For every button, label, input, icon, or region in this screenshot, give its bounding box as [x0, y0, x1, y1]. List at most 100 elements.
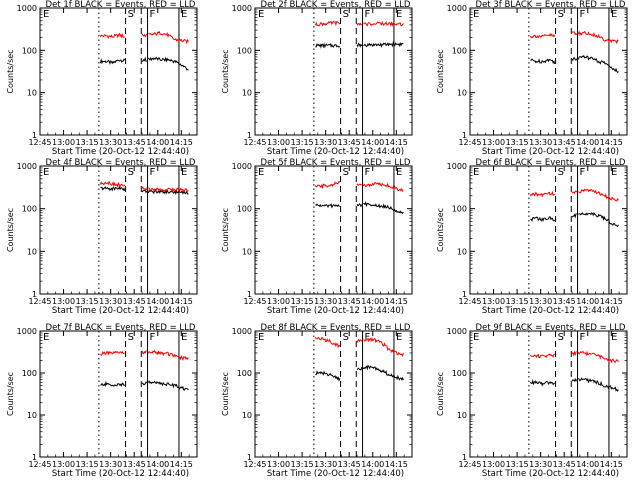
x-tick-label: 13:45: [123, 138, 146, 147]
detector-panel-4: Det 4f BLACK = Events, RED = LLD 1 10 100 10…: [6, 158, 198, 316]
detector-panel-9: Det 9f BLACK = Events, RED = LLD 1 10 100 10…: [436, 323, 628, 479]
lld-series-line: [99, 180, 126, 189]
x-tick-label: 13:15: [291, 297, 314, 306]
lld-series-line: [529, 190, 556, 198]
x-tick-label: 13:45: [123, 297, 146, 306]
x-tick-label: 12:45: [243, 460, 266, 469]
x-tick-label: 13:30: [529, 460, 552, 469]
y-tick-label: 10: [457, 247, 467, 256]
events-series-line: [362, 364, 404, 381]
y-tick-label: 1: [247, 290, 252, 299]
y-tick-label: 1: [32, 290, 37, 299]
x-tick-label: 13:00: [52, 297, 75, 306]
x-tick-label: 13:30: [314, 138, 337, 147]
marker-label: F: [150, 332, 156, 343]
x-tick-label: 14:00: [146, 138, 169, 147]
x-tick-label: 14:15: [170, 460, 193, 469]
x-tick-label: 13:15: [291, 460, 314, 469]
lld-series-line: [141, 33, 148, 38]
events-series-line: [315, 42, 341, 49]
events-series-line: [141, 381, 148, 386]
y-tick-label: 1000: [447, 327, 467, 336]
events-series-line: [356, 42, 363, 48]
events-series-line: [141, 56, 147, 62]
lld-series-line: [314, 20, 341, 27]
lld-series-line: [362, 181, 404, 192]
y-axis-label: Counts/sec: [6, 49, 15, 93]
x-tick-label: 13:00: [267, 138, 290, 147]
plot-frame: [254, 7, 413, 136]
events-series-line: [529, 378, 556, 387]
y-tick-label: 10: [242, 89, 252, 98]
marker-label: S: [343, 167, 349, 178]
x-tick-label: 13:00: [482, 460, 505, 469]
events-series-line: [530, 216, 556, 222]
y-axis-label: Counts/sec: [436, 208, 445, 252]
x-axis-label: Start Time (20-Oct-12 12:44:40): [482, 469, 619, 479]
lld-series-line: [356, 22, 363, 26]
x-tick-label: 14:00: [361, 138, 384, 147]
x-tick-label: 14:00: [576, 138, 599, 147]
x-tick-label: 13:45: [338, 460, 361, 469]
events-series-line: [100, 380, 126, 387]
x-tick-label: 13:15: [76, 297, 99, 306]
events-series-line: [530, 58, 556, 65]
y-tick-label: 1000: [232, 162, 252, 171]
lld-series-line: [147, 349, 189, 362]
marker-label: E: [43, 332, 49, 343]
y-tick-label: 10: [457, 89, 467, 98]
marker-label: E: [181, 9, 187, 20]
y-tick-label: 1000: [447, 4, 467, 13]
x-tick-label: 14:00: [361, 297, 384, 306]
detector-panel-7: Det 7f BLACK = Events, RED = LLD 1 10 100 10…: [6, 323, 198, 479]
x-axis-label: Start Time (20-Oct-12 12:44:40): [482, 147, 619, 157]
marker-label: S: [128, 167, 134, 178]
events-series-line: [577, 377, 619, 392]
x-tick-label: 12:45: [243, 297, 266, 306]
lld-series-line: [529, 33, 556, 39]
x-tick-label: 13:30: [314, 297, 337, 306]
y-tick-label: 1000: [17, 4, 37, 13]
marker-label: S: [128, 9, 134, 20]
detector-panel-5: Det 5f BLACK = Events, RED = LLD 1 10 100 10…: [221, 158, 413, 316]
y-tick-label: 100: [452, 46, 467, 55]
marker-label: E: [473, 167, 479, 178]
y-axis-label: Counts/sec: [436, 49, 445, 93]
x-tick-label: 13:15: [506, 460, 529, 469]
marker-label: E: [43, 167, 49, 178]
y-tick-label: 10: [242, 247, 252, 256]
x-tick-label: 12:45: [458, 138, 481, 147]
x-tick-label: 13:00: [267, 297, 290, 306]
plot-frame: [254, 330, 413, 458]
y-tick-label: 1: [462, 131, 467, 140]
y-tick-label: 100: [452, 369, 467, 378]
lld-series-line: [141, 186, 148, 191]
marker-label: E: [181, 167, 187, 178]
panel-title: Det 2f BLACK = Events, RED = LLD: [261, 0, 411, 10]
x-tick-label: 13:15: [506, 138, 529, 147]
x-axis-label: Start Time (20-Oct-12 12:44:40): [267, 469, 404, 479]
x-axis-label: Start Time (20-Oct-12 12:44:40): [52, 147, 189, 157]
marker-label: F: [365, 332, 371, 343]
marker-label: S: [343, 9, 349, 20]
events-series-line: [571, 213, 577, 219]
x-tick-label: 14:00: [576, 297, 599, 306]
x-tick-label: 14:15: [170, 138, 193, 147]
x-tick-label: 13:30: [529, 297, 552, 306]
lld-series-line: [577, 350, 619, 364]
x-tick-label: 13:45: [553, 297, 576, 306]
lld-series-line: [99, 32, 126, 40]
events-series-line: [147, 380, 189, 391]
x-tick-label: 13:30: [529, 138, 552, 147]
x-tick-label: 13:45: [553, 460, 576, 469]
lld-series-line: [530, 353, 555, 359]
panel-title: Det 4f BLACK = Events, RED = LLD: [46, 158, 196, 168]
x-tick-label: 13:00: [52, 460, 75, 469]
y-tick-label: 1: [462, 290, 467, 299]
marker-label: S: [558, 332, 564, 343]
x-tick-label: 13:30: [99, 297, 122, 306]
y-tick-label: 10: [27, 411, 37, 420]
detector-panel-3: Det 3f BLACK = Events, RED = LLD 1 10 100 10…: [436, 0, 628, 157]
marker-label: S: [558, 9, 564, 20]
